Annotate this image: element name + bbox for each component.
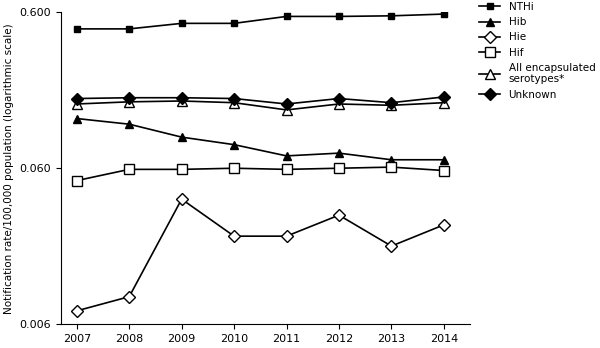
- NTHi: [335, 14, 343, 18]
- All encapsulated
serotypes*: [388, 103, 395, 108]
- Line: NTHi: NTHi: [73, 10, 448, 32]
- Hif: [125, 167, 133, 172]
- Y-axis label: Notification rate/100,000 population (logarithmic scale): Notification rate/100,000 population (lo…: [4, 23, 14, 314]
- Hie: [125, 294, 133, 299]
- Line: Hib: Hib: [73, 114, 448, 164]
- Hif: [440, 168, 448, 173]
- All encapsulated
serotypes*: [178, 99, 185, 103]
- Line: Hie: Hie: [73, 195, 448, 315]
- NTHi: [178, 21, 185, 25]
- Hif: [388, 165, 395, 169]
- All encapsulated
serotypes*: [440, 101, 448, 105]
- NTHi: [73, 27, 80, 31]
- Hie: [283, 234, 290, 238]
- Hib: [178, 135, 185, 139]
- Hib: [335, 151, 343, 155]
- Line: All encapsulated
serotypes*: All encapsulated serotypes*: [72, 96, 449, 115]
- Hif: [178, 167, 185, 172]
- NTHi: [230, 21, 238, 25]
- Hif: [230, 166, 238, 170]
- Legend: NTHi, Hib, Hie, Hif, All encapsulated
serotypes*, Unknown: NTHi, Hib, Hie, Hif, All encapsulated se…: [479, 2, 595, 100]
- Unknown: [440, 95, 448, 99]
- NTHi: [440, 12, 448, 16]
- Hib: [388, 158, 395, 162]
- Unknown: [125, 96, 133, 100]
- Unknown: [388, 101, 395, 105]
- Hie: [178, 197, 185, 201]
- Hif: [283, 167, 290, 172]
- All encapsulated
serotypes*: [335, 102, 343, 106]
- NTHi: [283, 14, 290, 18]
- Unknown: [335, 96, 343, 101]
- All encapsulated
serotypes*: [230, 101, 238, 105]
- Hie: [440, 223, 448, 227]
- Line: Hif: Hif: [72, 162, 449, 185]
- Unknown: [178, 96, 185, 100]
- NTHi: [125, 27, 133, 31]
- NTHi: [388, 14, 395, 18]
- Line: Unknown: Unknown: [73, 93, 448, 108]
- Hif: [73, 179, 80, 183]
- Hif: [335, 166, 343, 170]
- Hib: [283, 154, 290, 158]
- Hie: [73, 309, 80, 313]
- Hib: [125, 122, 133, 126]
- Hib: [230, 143, 238, 147]
- All encapsulated
serotypes*: [283, 108, 290, 112]
- Hib: [73, 117, 80, 121]
- Unknown: [73, 96, 80, 101]
- Hie: [388, 244, 395, 248]
- Hie: [230, 234, 238, 238]
- Hie: [335, 213, 343, 217]
- Unknown: [230, 96, 238, 101]
- All encapsulated
serotypes*: [125, 100, 133, 104]
- All encapsulated
serotypes*: [73, 102, 80, 106]
- Unknown: [283, 102, 290, 106]
- Hib: [440, 158, 448, 162]
